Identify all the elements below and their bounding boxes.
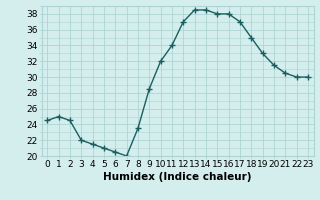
X-axis label: Humidex (Indice chaleur): Humidex (Indice chaleur) bbox=[103, 172, 252, 182]
